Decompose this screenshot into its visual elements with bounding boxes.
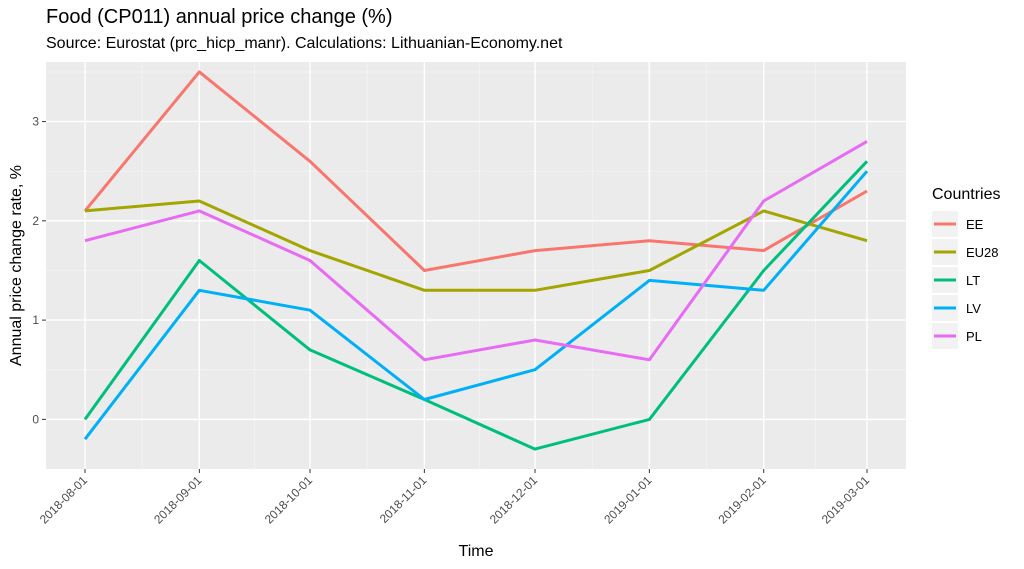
y-tick-label: 0 (32, 412, 39, 426)
legend-title: Countries (932, 186, 1000, 203)
series-line-lv (83, 170, 869, 441)
y-tick-label: 2 (32, 214, 39, 228)
chart-title: Food (CP011) annual price change (%) (46, 6, 393, 28)
series-line-ee (83, 70, 868, 272)
x-tick-label: 2018-08-01 (37, 473, 91, 527)
x-tick-label: 2018-10-01 (262, 473, 316, 527)
y-axis-title: Annual price change rate, % (8, 165, 25, 366)
legend-label: EU28 (966, 245, 999, 260)
series-lines (83, 70, 869, 451)
legend-item-lv: LV (932, 295, 981, 321)
x-axis-title: Time (459, 543, 494, 560)
legend-item-lt: LT (932, 267, 980, 293)
x-tick-label: 2018-11-01 (377, 473, 430, 526)
x-tick-label: 2019-01-01 (601, 473, 655, 527)
y-tick-label: 3 (32, 115, 39, 129)
legend-label: LV (966, 301, 981, 316)
x-tick-label: 2018-09-01 (151, 473, 205, 527)
x-tick-label: 2019-03-01 (819, 473, 873, 527)
legend-label: PL (966, 329, 982, 344)
legend-item-ee: EE (932, 211, 984, 237)
legend: Countries EE EU28 LT LV PL (932, 186, 1000, 349)
y-tick-label: 1 (32, 313, 39, 327)
plot-panel (46, 62, 906, 469)
legend-label: EE (966, 217, 984, 232)
legend-item-eu28: EU28 (932, 239, 999, 265)
legend-label: LT (966, 273, 980, 288)
legend-item-pl: PL (932, 323, 982, 349)
chart-subtitle: Source: Eurostat (prc_hicp_manr). Calcul… (46, 35, 563, 52)
series-line-pl (84, 140, 868, 362)
series-line-lt (83, 160, 869, 451)
plot-background (46, 62, 906, 469)
x-tick-label: 2019-02-01 (716, 473, 770, 527)
x-tick-label: 2018-12-01 (487, 473, 541, 527)
series-line-eu28 (84, 199, 868, 292)
